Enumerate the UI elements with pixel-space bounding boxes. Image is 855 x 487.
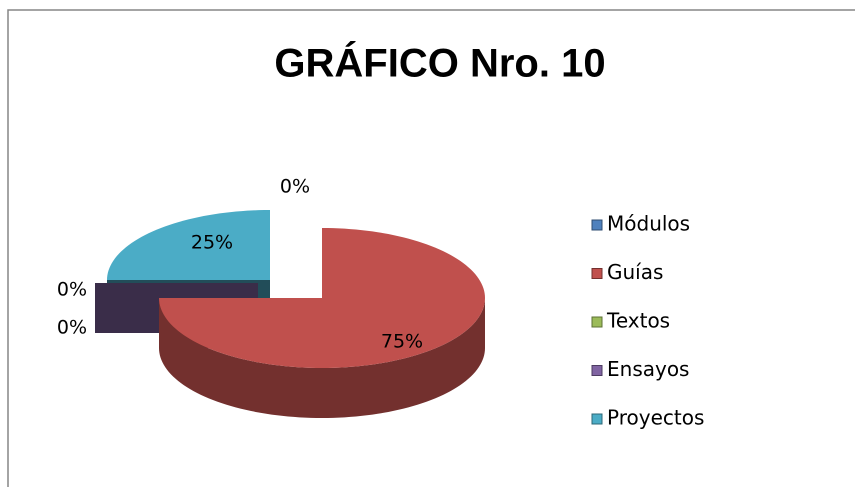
legend-label: Módulos	[607, 212, 690, 236]
data-label: 0%	[57, 279, 87, 301]
chart-title: GRÁFICO Nro. 10	[274, 41, 605, 86]
slice-side	[159, 298, 485, 418]
pie-slice	[159, 228, 485, 418]
slice-top	[159, 228, 485, 368]
legend-label: Textos	[606, 309, 670, 333]
legend-swatch	[591, 219, 603, 231]
slice-top	[107, 210, 270, 280]
legend-label: Ensayos	[607, 357, 689, 381]
legend-label: Guías	[607, 260, 663, 284]
legend-swatch	[591, 365, 603, 376]
data-label: 75%	[381, 331, 423, 353]
data-label: 0%	[280, 176, 310, 198]
data-label: 25%	[191, 232, 233, 254]
legend-swatch	[591, 316, 603, 328]
legend-swatch	[591, 268, 603, 279]
legend-label: Proyectos	[607, 406, 704, 430]
data-label: 0%	[57, 317, 87, 339]
legend-swatch	[591, 413, 603, 425]
